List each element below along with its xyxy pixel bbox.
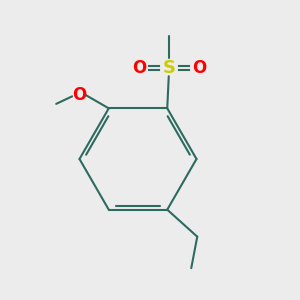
Text: O: O — [72, 86, 86, 104]
Text: S: S — [162, 59, 175, 77]
Text: O: O — [192, 59, 206, 77]
Text: O: O — [132, 59, 146, 77]
